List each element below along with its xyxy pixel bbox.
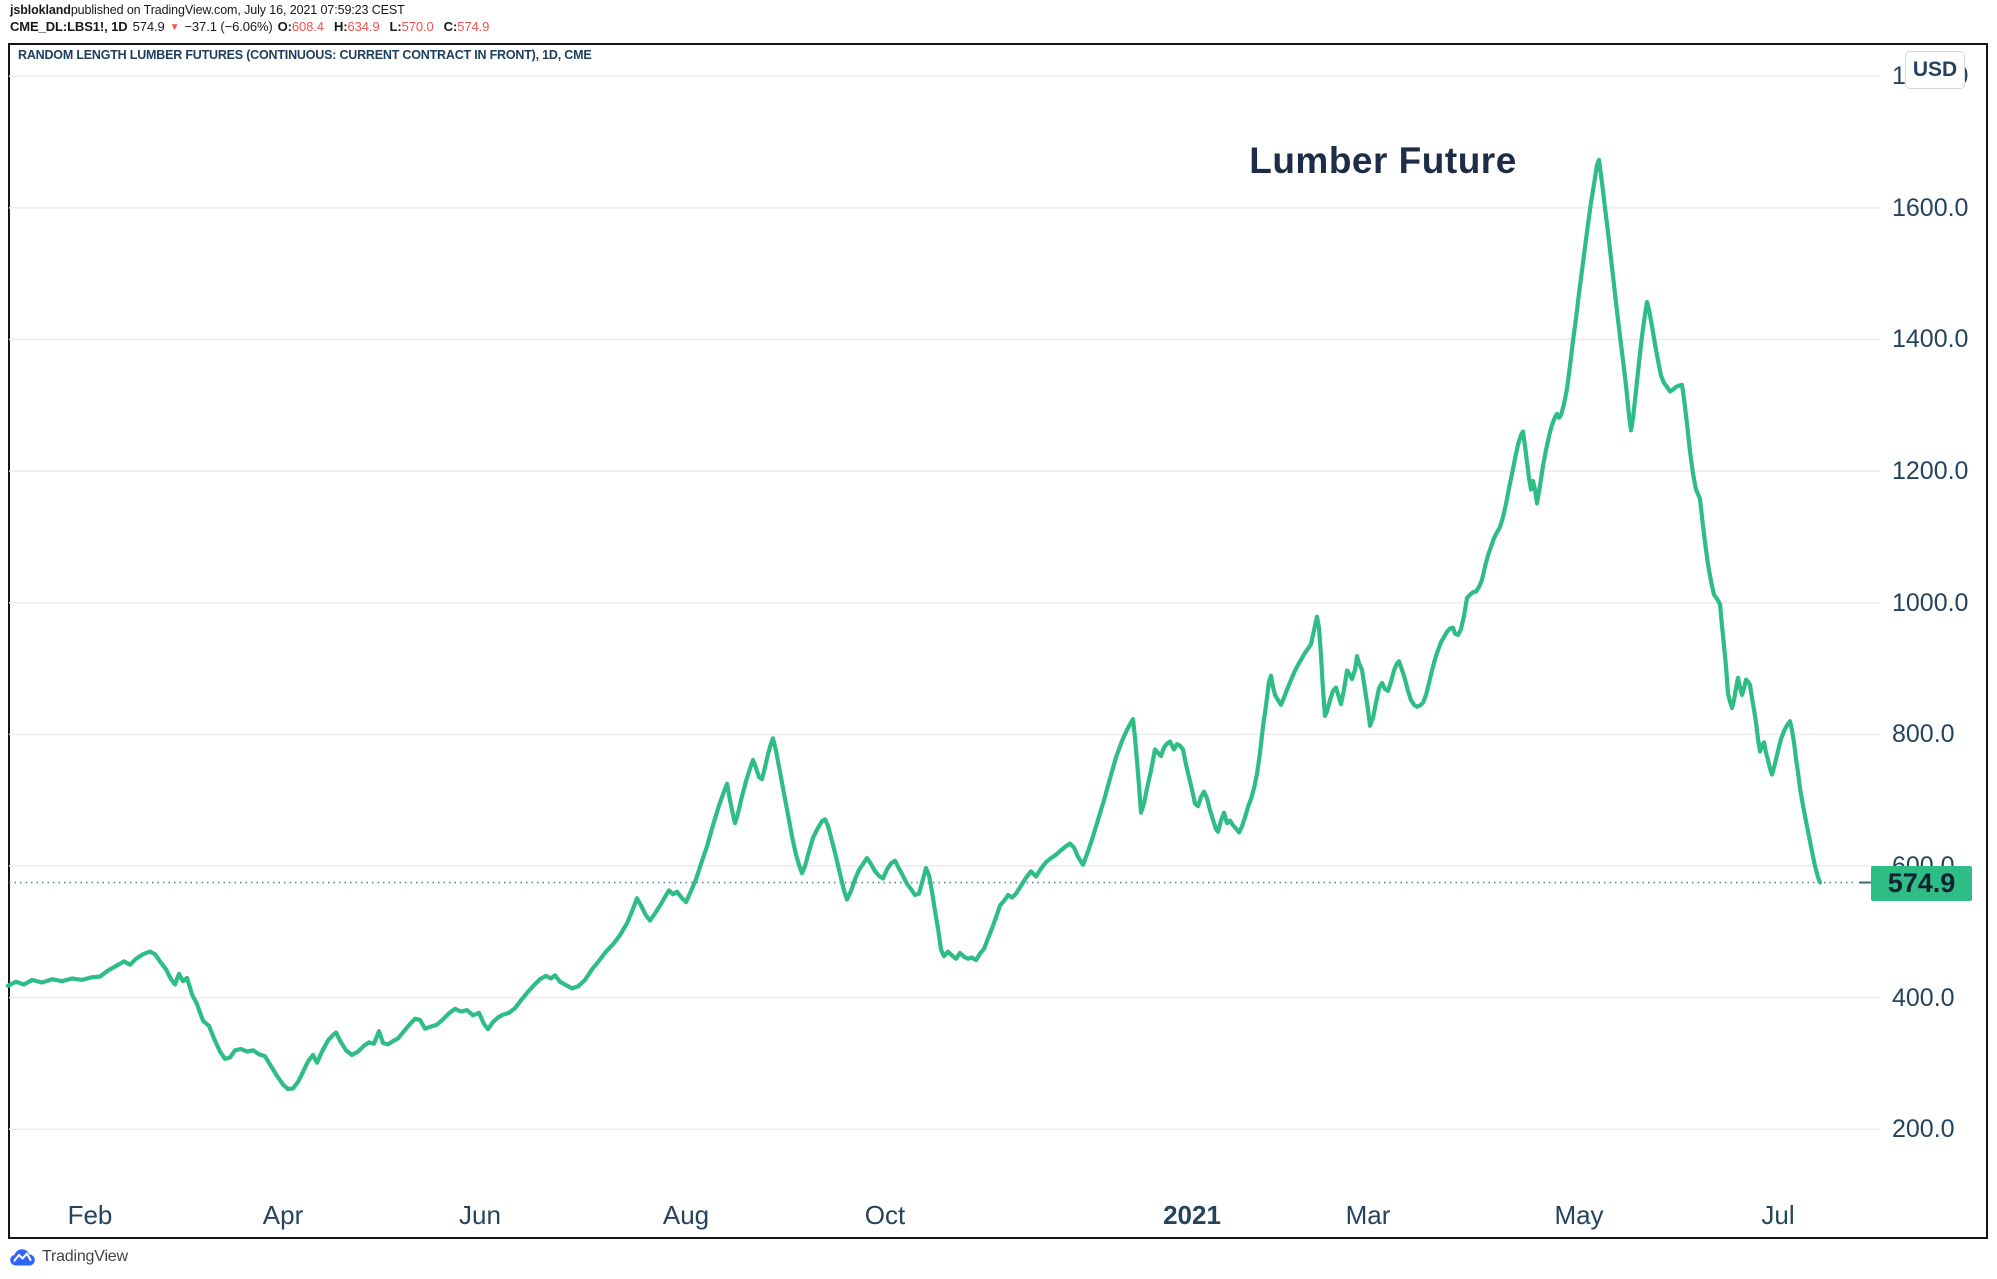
author-name: jsblokland [10,3,71,17]
y-tick-label: 1000.0 [1892,588,1969,617]
x-tick-label: Jun [459,1200,501,1230]
published-line: jsblokland published on TradingView.com,… [10,3,405,17]
y-tick-label: 200.0 [1892,1115,1955,1144]
close-value: C:574.9 [443,19,490,34]
y-tick-label: 400.0 [1892,983,1955,1012]
x-tick-label: May [1554,1200,1604,1230]
symbol-name: CME_DL:LBS1!, 1D [10,19,128,34]
tradingview-cloud-icon [10,1248,35,1265]
down-arrow-icon: ▼ [169,22,180,33]
x-tick-label: Mar [1345,1200,1391,1230]
tradingview-logo-text: TradingView [42,1248,128,1265]
last-price-value: 574.9 [132,19,165,34]
published-text: published on TradingView.com, July 16, 2… [70,3,405,17]
open-value: O:608.4 [277,19,324,34]
chart-frame [8,43,1988,1239]
high-value: H:634.9 [333,19,380,34]
gridlines [9,75,1880,1131]
instrument-title: RANDOM LENGTH LUMBER FUTURES (CONTINUOUS… [18,48,592,62]
tradingview-logo[interactable]: TradingView [10,1248,128,1266]
x-tick-label: Feb [67,1200,113,1230]
currency-toggle-button[interactable]: USD [1905,51,1965,89]
y-tick-label: 1600.0 [1892,193,1969,222]
x-tick-label: Jul [1761,1200,1795,1230]
y-tick-label: 1400.0 [1892,325,1969,354]
last-price-label: 574.9 [1871,866,1972,901]
y-tick-label: 1200.0 [1892,457,1969,486]
x-tick-label: Oct [864,1200,906,1230]
x-tick-label: 2021 [1163,1200,1221,1230]
y-tick-label: 800.0 [1892,720,1955,749]
x-tick-label: Aug [662,1200,710,1230]
chart-title: Lumber Future [1249,140,1517,181]
low-value: L:570.0 [389,19,434,34]
price-line [5,157,1823,1092]
change-value: −37.1 (−6.06%) [184,19,273,34]
x-tick-label: Apr [262,1200,304,1230]
symbol-status-line: CME_DL:LBS1!, 1D 574.9 ▼ −37.1 (−6.06%) … [10,19,499,34]
